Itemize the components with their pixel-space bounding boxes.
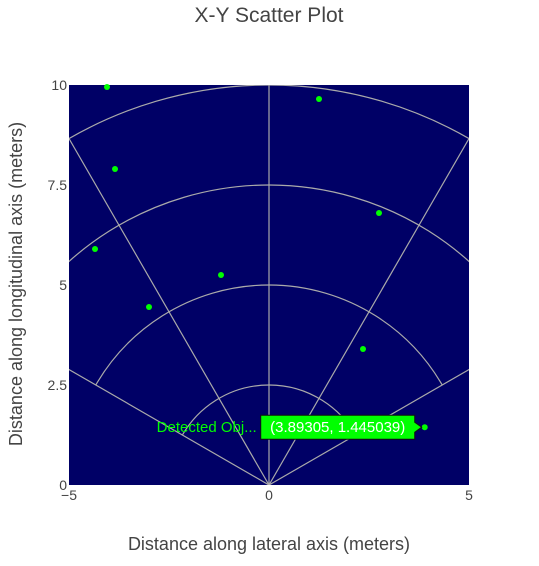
hover-value-text: (3.89305, 1.445039) bbox=[270, 419, 405, 436]
y-tick-label: 0 bbox=[59, 477, 67, 493]
y-axis-ticks: 0 2.5 5 7.5 10 bbox=[48, 77, 68, 493]
y-tick-label: 2.5 bbox=[48, 377, 68, 393]
data-point[interactable] bbox=[104, 84, 110, 90]
data-point[interactable] bbox=[316, 96, 322, 102]
data-point[interactable] bbox=[360, 346, 366, 352]
radial-line bbox=[268, 137, 469, 485]
x-tick-label: 5 bbox=[465, 487, 473, 503]
data-points bbox=[92, 84, 428, 431]
hover-tooltip: (3.89305, 1.445039) Detected Obj... bbox=[157, 414, 423, 440]
x-tick-label: −5 bbox=[61, 487, 77, 503]
radial-line bbox=[69, 368, 270, 485]
data-point[interactable] bbox=[146, 304, 152, 310]
hover-series-name: Detected Obj... bbox=[157, 419, 257, 436]
y-tick-label: 5 bbox=[59, 277, 67, 293]
data-point[interactable] bbox=[112, 166, 118, 172]
hover-label-box bbox=[260, 414, 423, 440]
chart-title: X-Y Scatter Plot bbox=[194, 4, 343, 27]
x-tick-label: 0 bbox=[265, 487, 273, 503]
y-axis-title: Distance along longitudinal axis (meters… bbox=[6, 122, 26, 446]
data-point[interactable] bbox=[376, 210, 382, 216]
x-axis-title: Distance along lateral axis (meters) bbox=[128, 534, 410, 554]
y-tick-label: 10 bbox=[51, 77, 67, 93]
data-point[interactable] bbox=[218, 272, 224, 278]
radial-line bbox=[69, 137, 270, 485]
data-point[interactable] bbox=[92, 246, 98, 252]
x-axis-ticks: −5 0 5 bbox=[61, 487, 473, 503]
data-point[interactable] bbox=[421, 424, 428, 431]
y-tick-label: 7.5 bbox=[48, 177, 68, 193]
